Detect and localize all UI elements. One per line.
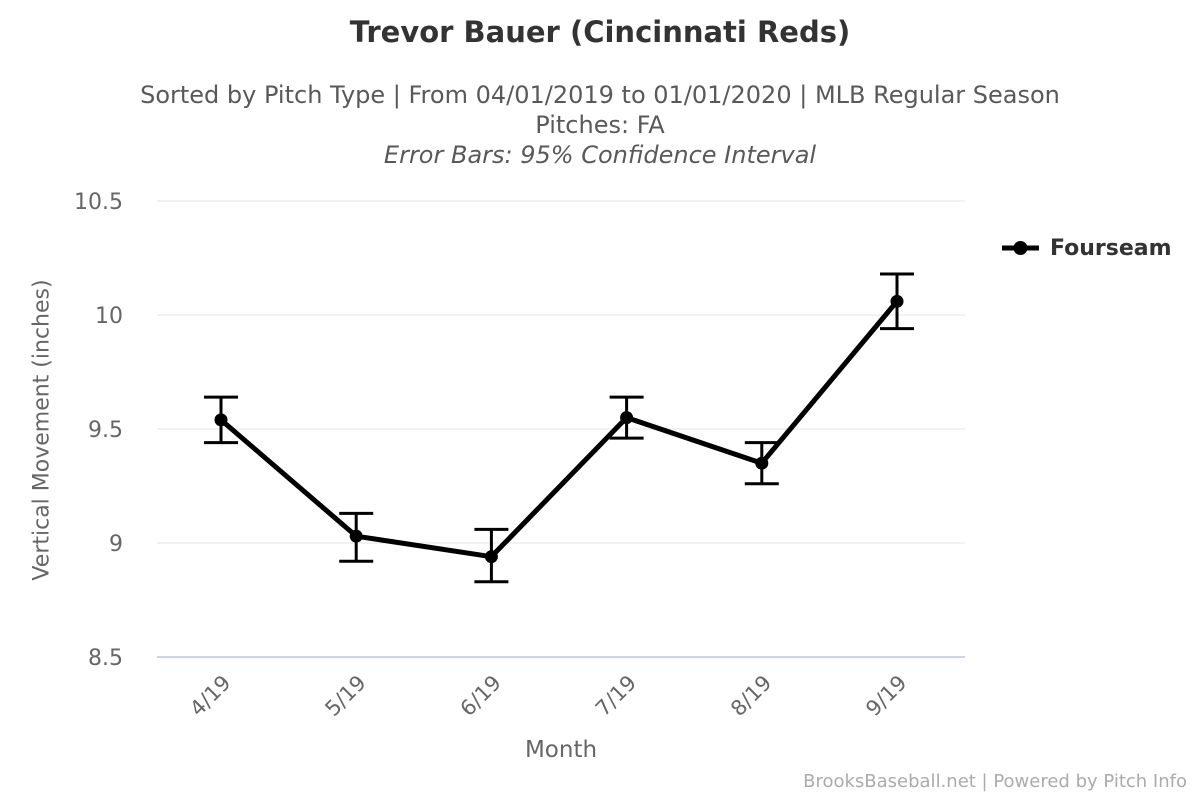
chart-subtitle-pitches: Pitches: FA [535, 111, 665, 139]
chart-header: Trevor Bauer (Cincinnati Reds) [0, 15, 1200, 49]
y-tick-label: 9 [109, 532, 123, 557]
chart-subtitle-errorbars-note: Error Bars: 95% Confidence Interval [383, 141, 817, 169]
x-tick-label: 6/19 [456, 671, 506, 721]
y-tick-label: 8.5 [88, 646, 123, 671]
data-point-marker[interactable] [214, 413, 228, 427]
x-tick-label: 5/19 [320, 671, 370, 721]
data-point-marker[interactable] [755, 456, 769, 470]
data-point-marker[interactable] [484, 550, 498, 564]
data-point-marker[interactable] [890, 294, 904, 308]
x-axis-title: Month [524, 737, 598, 763]
data-point-marker[interactable] [620, 411, 634, 425]
y-tick-label: 9.5 [88, 418, 123, 443]
chart-subtitle-block: Sorted by Pitch Type | From 04/01/2019 t… [0, 80, 1200, 170]
chart-title: Trevor Bauer (Cincinnati Reds) [349, 15, 851, 49]
legend-marker-icon [1002, 241, 1039, 255]
legend-item-label: Fourseam [1050, 235, 1172, 261]
x-tick-label: 4/19 [185, 671, 235, 721]
legend-item-fourseam[interactable]: Fourseam [1001, 234, 1172, 262]
y-tick-label: 10 [95, 304, 123, 329]
x-tick-label: 9/19 [861, 671, 911, 721]
watermark-credit: BrooksBaseball.net | Powered by Pitch In… [803, 771, 1187, 792]
y-tick-label: 10.5 [74, 190, 123, 215]
series-line-fourseam [218, 298, 900, 560]
x-tick-label: 8/19 [726, 671, 776, 721]
chart-subtitle-filters: Sorted by Pitch Type | From 04/01/2019 t… [140, 81, 1060, 109]
x-tick-label: 7/19 [591, 671, 641, 721]
data-point-marker[interactable] [349, 529, 363, 543]
